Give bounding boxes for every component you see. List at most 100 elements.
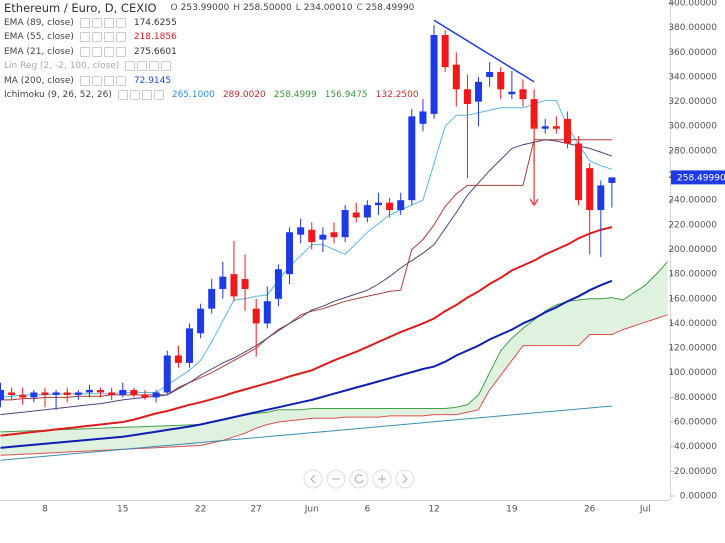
legend-row: Ichimoku (9, 26, 52, 26) 265.1000 289.0020… — [4, 88, 427, 103]
control-button[interactable] — [117, 90, 128, 101]
candle-body — [8, 392, 16, 395]
candle-body — [230, 274, 238, 297]
indicator-value: 132.2500 — [375, 90, 419, 100]
navigation — [303, 469, 415, 489]
control-button[interactable] — [91, 17, 102, 28]
indicator-controls — [79, 17, 126, 28]
candle-body — [497, 72, 505, 90]
ichimoku-line — [0, 261, 668, 433]
candle-body — [319, 234, 327, 240]
candle-body — [575, 143, 583, 201]
candle-body — [274, 269, 282, 299]
y-tick-label: 60.00000 — [674, 418, 717, 428]
candle-body — [141, 394, 149, 398]
candle-body — [508, 91, 516, 95]
indicator-line — [0, 279, 613, 449]
ohlc-key: L — [295, 3, 301, 13]
legend-row: MA (200, close) 72.9145 — [4, 74, 427, 89]
y-tick-label: 20.00000 — [674, 467, 717, 477]
candle-body — [397, 200, 405, 211]
scroll-left-button[interactable] — [303, 469, 323, 489]
indicator-name: Ichimoku (9, 26, 52, 26) — [4, 90, 112, 100]
candle-body — [208, 288, 216, 309]
indicator-name: Lin Reg (2, -2, 100, close) — [4, 61, 120, 71]
control-button[interactable] — [125, 61, 136, 72]
control-button[interactable] — [115, 75, 126, 86]
indicator-name: EMA (89, close) — [4, 17, 74, 28]
candle-body — [430, 35, 438, 114]
header-row: Ethereum / Euro, D, CEXIO O 253.99000 H 258… — [4, 1, 427, 16]
x-tick-label: Jun — [304, 505, 319, 515]
control-button[interactable] — [103, 75, 114, 86]
candle-body — [597, 185, 605, 211]
candle-body — [252, 308, 260, 324]
control-button[interactable] — [103, 17, 114, 28]
y-tick-label: 80.00000 — [674, 393, 717, 403]
x-tick-label: 15 — [117, 505, 128, 515]
indicator-controls — [79, 46, 126, 57]
control-button[interactable] — [79, 46, 90, 57]
control-button[interactable] — [137, 61, 148, 72]
candle-body — [419, 111, 427, 124]
control-button[interactable] — [103, 32, 114, 43]
indicator-name: MA (200, close) — [4, 75, 74, 86]
indicator-value: 72.9145 — [133, 75, 172, 86]
reset-button[interactable] — [349, 469, 369, 489]
candle-body — [363, 205, 371, 218]
candle-body — [185, 328, 193, 363]
candle-body — [286, 232, 294, 275]
indicator-controls — [125, 61, 172, 72]
arrow-head — [529, 198, 539, 207]
control-button[interactable] — [91, 32, 102, 43]
ohlc-value: 258.50000 — [243, 3, 292, 13]
y-tick-label: 300.00000 — [668, 122, 717, 132]
last-price-tag — [671, 170, 725, 185]
candle-body — [608, 177, 616, 183]
y-tick-label: 220.00000 — [668, 220, 717, 230]
symbol-title: Ethereum / Euro, D, CEXIO — [4, 1, 157, 15]
control-button[interactable] — [115, 46, 126, 57]
control-button[interactable] — [149, 61, 160, 72]
control-button[interactable] — [91, 75, 102, 86]
indicator-value: 258.4999 — [273, 90, 317, 100]
candle-body — [85, 389, 93, 393]
x-tick-label: 12 — [428, 505, 439, 515]
y-tick-label: 380.00000 — [668, 23, 717, 33]
control-button[interactable] — [79, 17, 90, 28]
indicator-name: EMA (55, close) — [4, 32, 74, 42]
candle-body — [552, 126, 560, 129]
candle-body — [130, 389, 138, 395]
x-tick-label: 27 — [250, 505, 261, 515]
control-button[interactable] — [153, 90, 164, 101]
legend-row: EMA (89, close) 174.6255 — [4, 16, 427, 31]
control-button[interactable] — [115, 32, 126, 43]
ichimoku-cloud — [0, 261, 668, 456]
control-button[interactable] — [79, 75, 90, 86]
candle-body — [408, 116, 416, 201]
control-button[interactable] — [103, 46, 114, 57]
y-tick-label: 180.00000 — [668, 270, 717, 280]
candle-body — [41, 392, 49, 395]
candle-body — [219, 276, 227, 289]
control-button[interactable] — [79, 32, 90, 43]
control-button[interactable] — [129, 90, 140, 101]
x-tick-label: 26 — [584, 505, 596, 515]
control-button[interactable] — [141, 90, 152, 101]
candle-body — [463, 89, 471, 105]
ohlc-key: O — [170, 3, 178, 13]
y-tick-label: 40.00000 — [674, 442, 717, 452]
scroll-right-button[interactable] — [395, 469, 415, 489]
candle-body — [563, 118, 571, 144]
candle-body — [374, 202, 382, 206]
last-price-label: 258.49990 — [677, 173, 725, 183]
control-button[interactable] — [161, 61, 172, 72]
control-button[interactable] — [115, 17, 126, 28]
y-tick-label: 360.00000 — [668, 48, 717, 58]
control-button[interactable] — [91, 46, 102, 57]
icon — [402, 474, 408, 484]
ichimoku-line — [0, 139, 612, 401]
indicator-value: 156.9475 — [324, 90, 368, 100]
legend: Ethereum / Euro, D, CEXIO O 253.99000 H 258… — [4, 1, 427, 103]
